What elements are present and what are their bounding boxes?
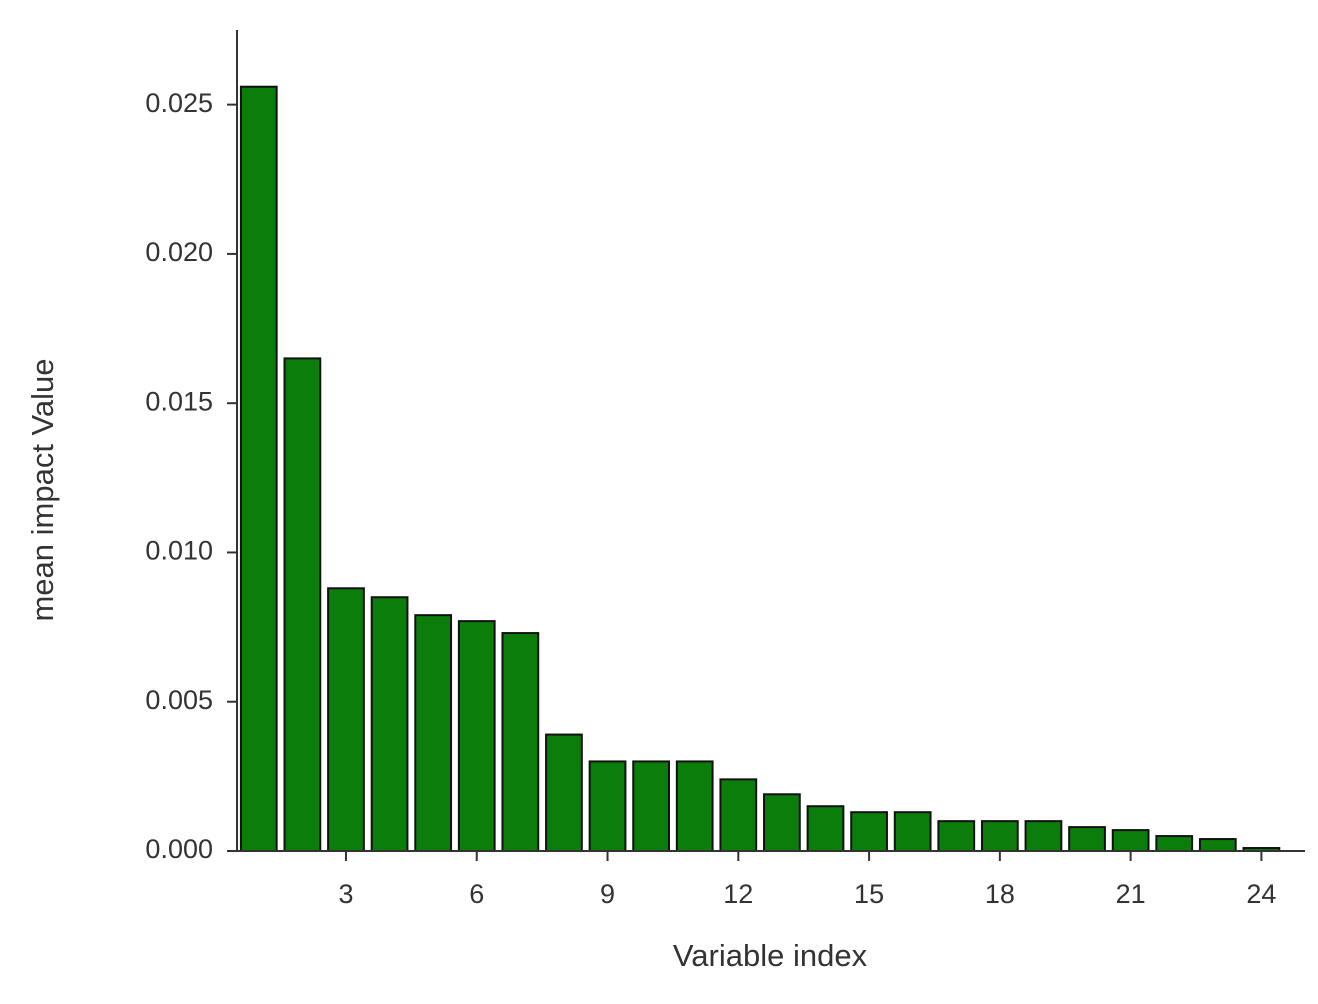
y-tick-label: 0.010 (145, 536, 213, 566)
bar (937, 820, 976, 852)
bar (501, 632, 540, 853)
x-tick-label: 12 (723, 879, 753, 909)
x-tick-label: 3 (338, 879, 353, 909)
y-tick-label: 0.025 (145, 88, 213, 118)
bar (1024, 820, 1063, 852)
bar (327, 587, 365, 853)
bar (457, 620, 496, 852)
bar (1111, 829, 1150, 852)
bar (588, 760, 627, 852)
bar (632, 760, 670, 852)
y-axis-title: mean impact Value (25, 358, 60, 621)
bar (763, 793, 801, 853)
y-tick-label: 0.015 (145, 386, 213, 416)
y-tick-label: 0.000 (145, 834, 213, 864)
bar (545, 733, 583, 852)
bar (1068, 826, 1106, 853)
bar (1198, 838, 1237, 852)
bar (370, 596, 409, 853)
bar (283, 357, 322, 852)
x-tick-label: 6 (469, 879, 484, 909)
bar (980, 820, 1019, 852)
x-tick-label: 15 (854, 879, 884, 909)
bar (239, 85, 278, 852)
x-tick-label: 24 (1246, 879, 1276, 909)
y-tick-label: 0.020 (145, 237, 213, 267)
bar (806, 805, 845, 853)
bar (850, 811, 888, 852)
x-tick-label: 9 (600, 879, 615, 909)
x-axis-title: Variable index (673, 938, 868, 973)
bar (1155, 835, 1194, 853)
y-tick-label: 0.005 (145, 685, 213, 715)
x-tick-label: 21 (1116, 879, 1146, 909)
bar (675, 760, 714, 852)
bar (719, 778, 758, 853)
x-tick-label: 18 (985, 879, 1015, 909)
bar (893, 811, 932, 852)
bar (414, 614, 453, 853)
